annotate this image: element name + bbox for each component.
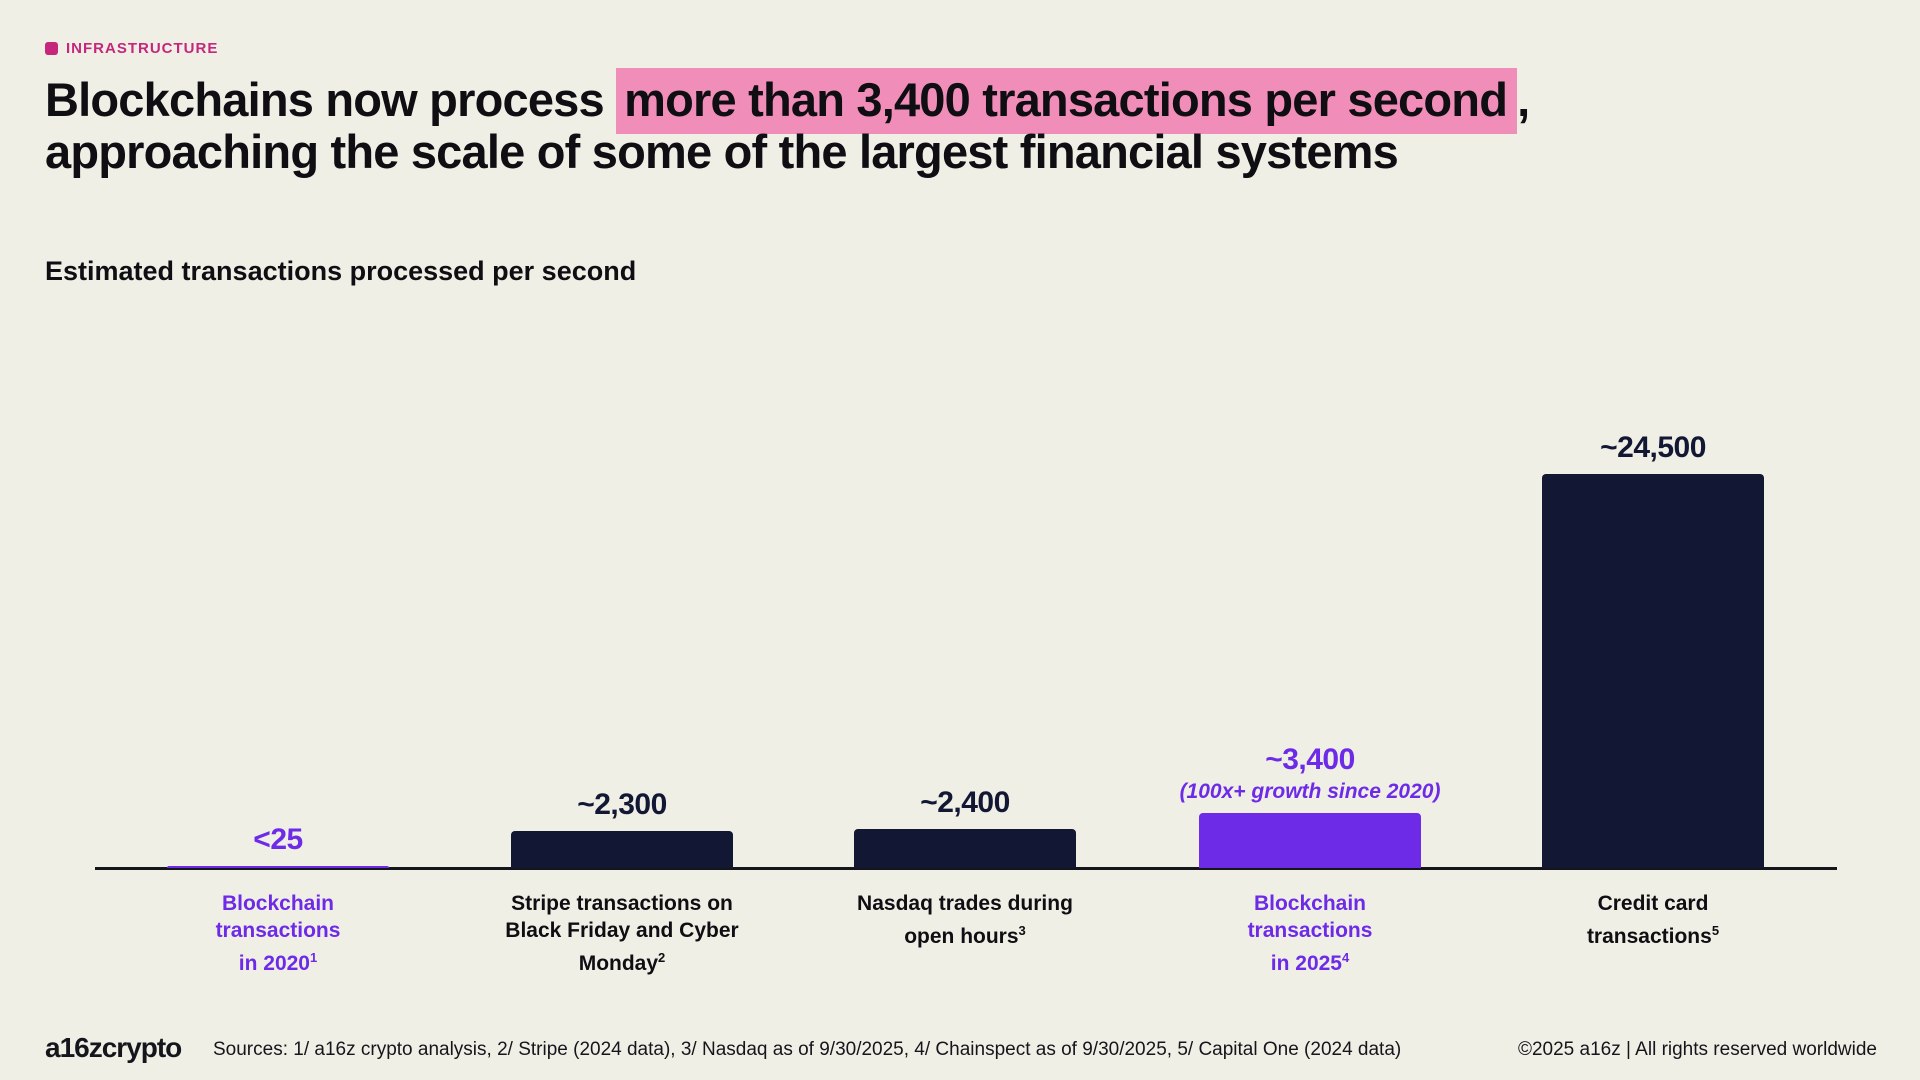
category-label-line: Monday2 (447, 944, 797, 977)
category-label-line: Black Friday and Cyber (505, 919, 739, 942)
bar-blockchain-2020 (167, 866, 389, 868)
footnote-marker-1: 1 (309, 950, 318, 965)
value-label-stripe-black-friday: ~2,300 (577, 788, 667, 821)
title-pre: Blockchains now process (45, 73, 617, 126)
category-tag: INFRASTRUCTURE (45, 40, 218, 57)
value-label-group-stripe-black-friday: ~2,300 (372, 788, 872, 822)
category-label-line: open hours3 (790, 917, 1140, 950)
category-label-line: Blockchain (1253, 892, 1367, 915)
title-line2: approaching the scale of some of the lar… (45, 125, 1399, 178)
category-label-stripe-black-friday: Stripe transactions on Black Friday and C… (447, 890, 797, 977)
bar-nasdaq-open-hours (854, 829, 1076, 868)
category-label-line: Nasdaq trades during (857, 892, 1073, 915)
sources-text: Sources: 1/ a16z crypto analysis, 2/ Str… (213, 1039, 1402, 1060)
category-label-line: Stripe transactions on (511, 892, 733, 915)
page-title: Blockchains now process more than 3,400 … (45, 68, 1885, 178)
category-label-line: in 20254 (1135, 944, 1485, 977)
value-label-blockchain-2025: ~3,400 (1265, 743, 1355, 776)
tag-square-icon (45, 42, 58, 55)
value-label-group-credit-card: ~24,500 (1403, 431, 1903, 465)
footnote-marker-4: 4 (1341, 950, 1350, 965)
category-label-nasdaq-open-hours: Nasdaq trades during open hours3 (790, 890, 1140, 950)
category-label-line: in 20201 (103, 944, 453, 977)
category-label-text: open hours (904, 925, 1019, 948)
category-label-text: in 2020 (238, 952, 310, 975)
annotation-blockchain-2025: (100x+ growth since 2020) (1179, 780, 1441, 803)
value-label-group-blockchain-2020: <25 (28, 823, 528, 857)
category-label-blockchain-2020: Blockchain transactions in 20201 (103, 890, 453, 977)
copyright-text: ©2025 a16z | All rights reserved worldwi… (1517, 1039, 1877, 1060)
bar-blockchain-2025 (1199, 813, 1421, 868)
value-label-group-nasdaq-open-hours: ~2,400 (715, 786, 1215, 820)
footnote-marker-3: 3 (1018, 923, 1026, 938)
title-highlight: more than 3,400 transactions per second (616, 68, 1518, 134)
category-label-blockchain-2025: Blockchain transactions in 20254 (1135, 890, 1485, 977)
title-post: , (1517, 73, 1530, 126)
category-label-line: transactions (1247, 919, 1373, 942)
bar-stripe-black-friday (511, 831, 733, 868)
chart-title: Estimated transactions processed per sec… (45, 256, 637, 286)
category-label-text: in 2025 (1270, 952, 1342, 975)
category-label-line: Blockchain (221, 892, 335, 915)
x-axis-line (95, 867, 1837, 870)
category-label-credit-card: Credit card transactions5 (1478, 890, 1828, 950)
category-label-text: Monday (578, 952, 659, 975)
tag-label: INFRASTRUCTURE (66, 40, 219, 57)
footer: a16zcrypto Sources: 1/ a16z crypto analy… (0, 1020, 1920, 1080)
value-label-nasdaq-open-hours: ~2,400 (920, 786, 1010, 819)
footnote-marker-5: 5 (1711, 923, 1720, 938)
value-label-credit-card: ~24,500 (1600, 431, 1706, 464)
category-label-text: transactions (1586, 925, 1712, 948)
value-label-group-blockchain-2025: ~3,400 (100x+ growth since 2020) (1060, 743, 1560, 804)
bar-credit-card (1542, 474, 1764, 868)
value-label-blockchain-2020: <25 (253, 823, 303, 856)
category-label-line: transactions (215, 919, 341, 942)
a16zcrypto-logo: a16zcrypto (45, 1032, 182, 1063)
category-label-line: Credit card (1597, 892, 1709, 915)
footnote-marker-2: 2 (658, 950, 666, 965)
category-label-line: transactions5 (1478, 917, 1828, 950)
